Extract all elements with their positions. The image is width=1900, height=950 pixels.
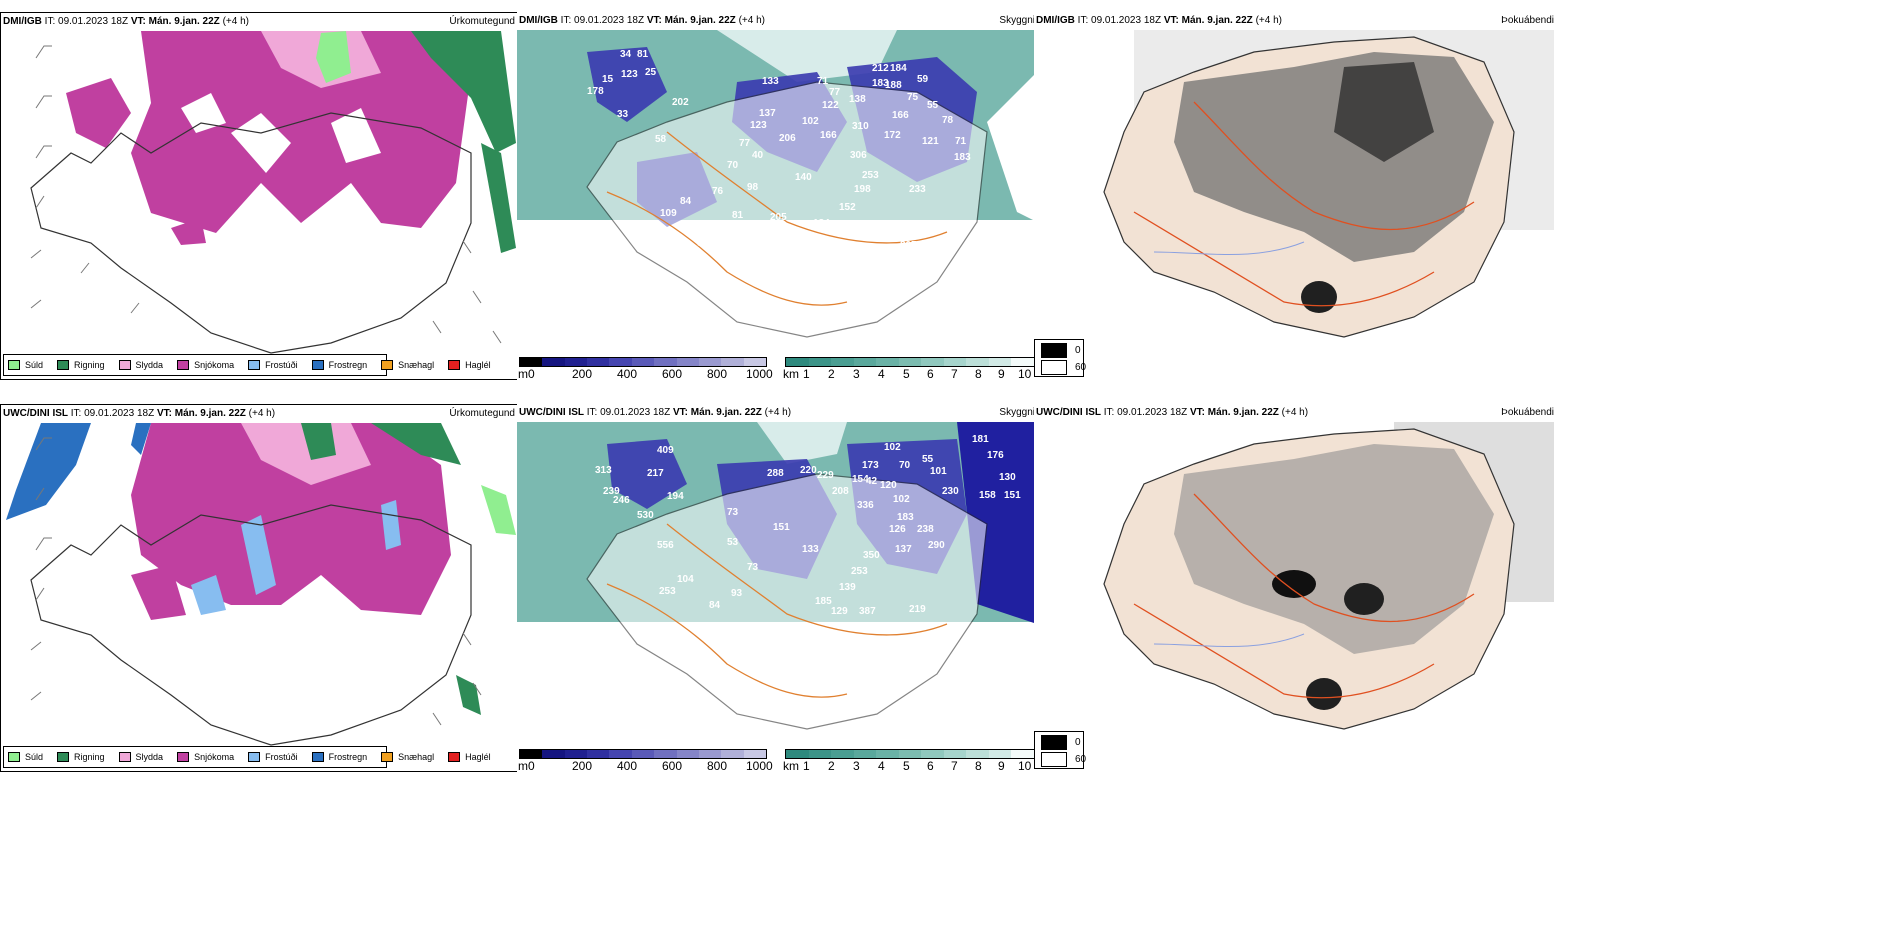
cloud-base-ticks: m 0 200 400 600 800 1000 [518,367,773,380]
legend-item: Rigning [57,360,105,370]
panel-label: Úrkomutegund [449,16,515,27]
freezing-drizzle-areas [191,500,401,615]
legend-item: Súld [8,752,43,762]
rain-areas [411,31,516,253]
legend-item: Haglél [448,360,491,370]
fog-panel-bottom: UWC/DINI ISL IT: 09.01.2023 18Z VT: Mán.… [1034,404,1900,772]
cloud-panel-bottom: UWC/DINI ISL IT: 09.01.2023 18Z VT: Mán.… [517,404,1037,772]
cloud-map [517,30,1037,338]
visibility-ticks: km 1 2 3 4 5 6 7 8 9 10 [783,759,1032,772]
legend-item: Frostúði [248,360,298,370]
fog-panel-top: DMI/IGB IT: 09.01.2023 18Z VT: Mán. 9.ja… [1034,12,1900,380]
cloud-map [517,422,1037,730]
wind-barbs [30,437,482,726]
drizzle-areas [316,31,351,83]
legend-item: Snæhagl [381,752,434,762]
legend-item: Frostregn [311,752,367,762]
freezing-rain-areas [6,423,151,520]
wind-barbs [30,45,502,344]
sleet-areas [241,423,371,485]
panel-title: UWC/DINI ISL IT: 09.01.2023 18Z VT: Mán.… [519,407,792,418]
fog-map [1103,422,1554,730]
panel-label: Skyggni [999,15,1035,26]
precip-map [6,423,516,746]
fog-key: 0 60 [1034,339,1086,377]
rain-areas [301,423,481,715]
cloud-base-colorbar [519,749,767,759]
precip-legend: Súld Rigning Slydda Snjókoma Frostúði Fr… [3,746,491,768]
panel-label: Þokuábendi [1501,15,1554,26]
cloud-number-labels: 34 81 123 25 15 178 202 33 133 71 77 212… [587,49,971,331]
cloud-panel-top: DMI/IGB IT: 09.01.2023 18Z VT: Mán. 9.ja… [517,12,1037,380]
legend-item: Snjókoma [177,360,234,370]
dry-patches [181,93,381,173]
visibility-colorbar [785,357,1035,367]
cloud-base-ticks: m 0 200 400 600 800 1000 [518,759,773,772]
precip-map [30,31,516,354]
panel-label: Úrkomutegund [449,408,515,419]
legend-item: Haglél [448,752,491,762]
drizzle-areas [481,485,516,535]
legend-item: Snjókoma [177,752,234,762]
panel-title: DMI/IGB IT: 09.01.2023 18Z VT: Mán. 9.ja… [3,16,249,27]
panel-label: Skyggni [999,407,1035,418]
panel-title: UWC/DINI ISL IT: 09.01.2023 18Z VT: Mán.… [3,408,276,419]
panel-title: UWC/DINI ISL IT: 09.01.2023 18Z VT: Mán.… [1036,407,1309,418]
legend-item: Frostúði [248,752,298,762]
fog-key: 0 60 [1034,731,1086,769]
precip-type-panel-bottom: UWC/DINI ISL IT: 09.01.2023 18Z VT: Mán.… [0,404,520,772]
iceland-coastline [30,112,472,354]
precip-legend: Súld Rigning Slydda Snjókoma Frostúði Fr… [3,354,491,376]
legend-item: Slydda [118,752,163,762]
legend-item: Slydda [118,360,163,370]
panel-title: DMI/IGB IT: 09.01.2023 18Z VT: Mán. 9.ja… [1036,15,1282,26]
panel-title: DMI/IGB IT: 09.01.2023 18Z VT: Mán. 9.ja… [519,15,765,26]
legend-item: Súld [8,360,43,370]
precip-type-panel-top: DMI/IGB IT: 09.01.2023 18Z VT: Mán. 9.ja… [0,12,520,380]
snow-areas [131,423,451,620]
panel-label: Þokuábendi [1501,407,1554,418]
snow-areas [66,31,471,245]
cloud-number-labels: 409 313 239 217 246 194 288 220 229 102 … [595,434,1021,632]
visibility-ticks: km 1 2 3 4 5 6 7 8 9 10 [783,367,1032,380]
cloud-base-colorbar [519,357,767,367]
legend-item: Rigning [57,752,105,762]
visibility-colorbar [785,749,1035,759]
legend-item: Snæhagl [381,360,434,370]
fog-map [1103,30,1554,338]
iceland-coastline [30,504,472,746]
legend-item: Frostregn [311,360,367,370]
